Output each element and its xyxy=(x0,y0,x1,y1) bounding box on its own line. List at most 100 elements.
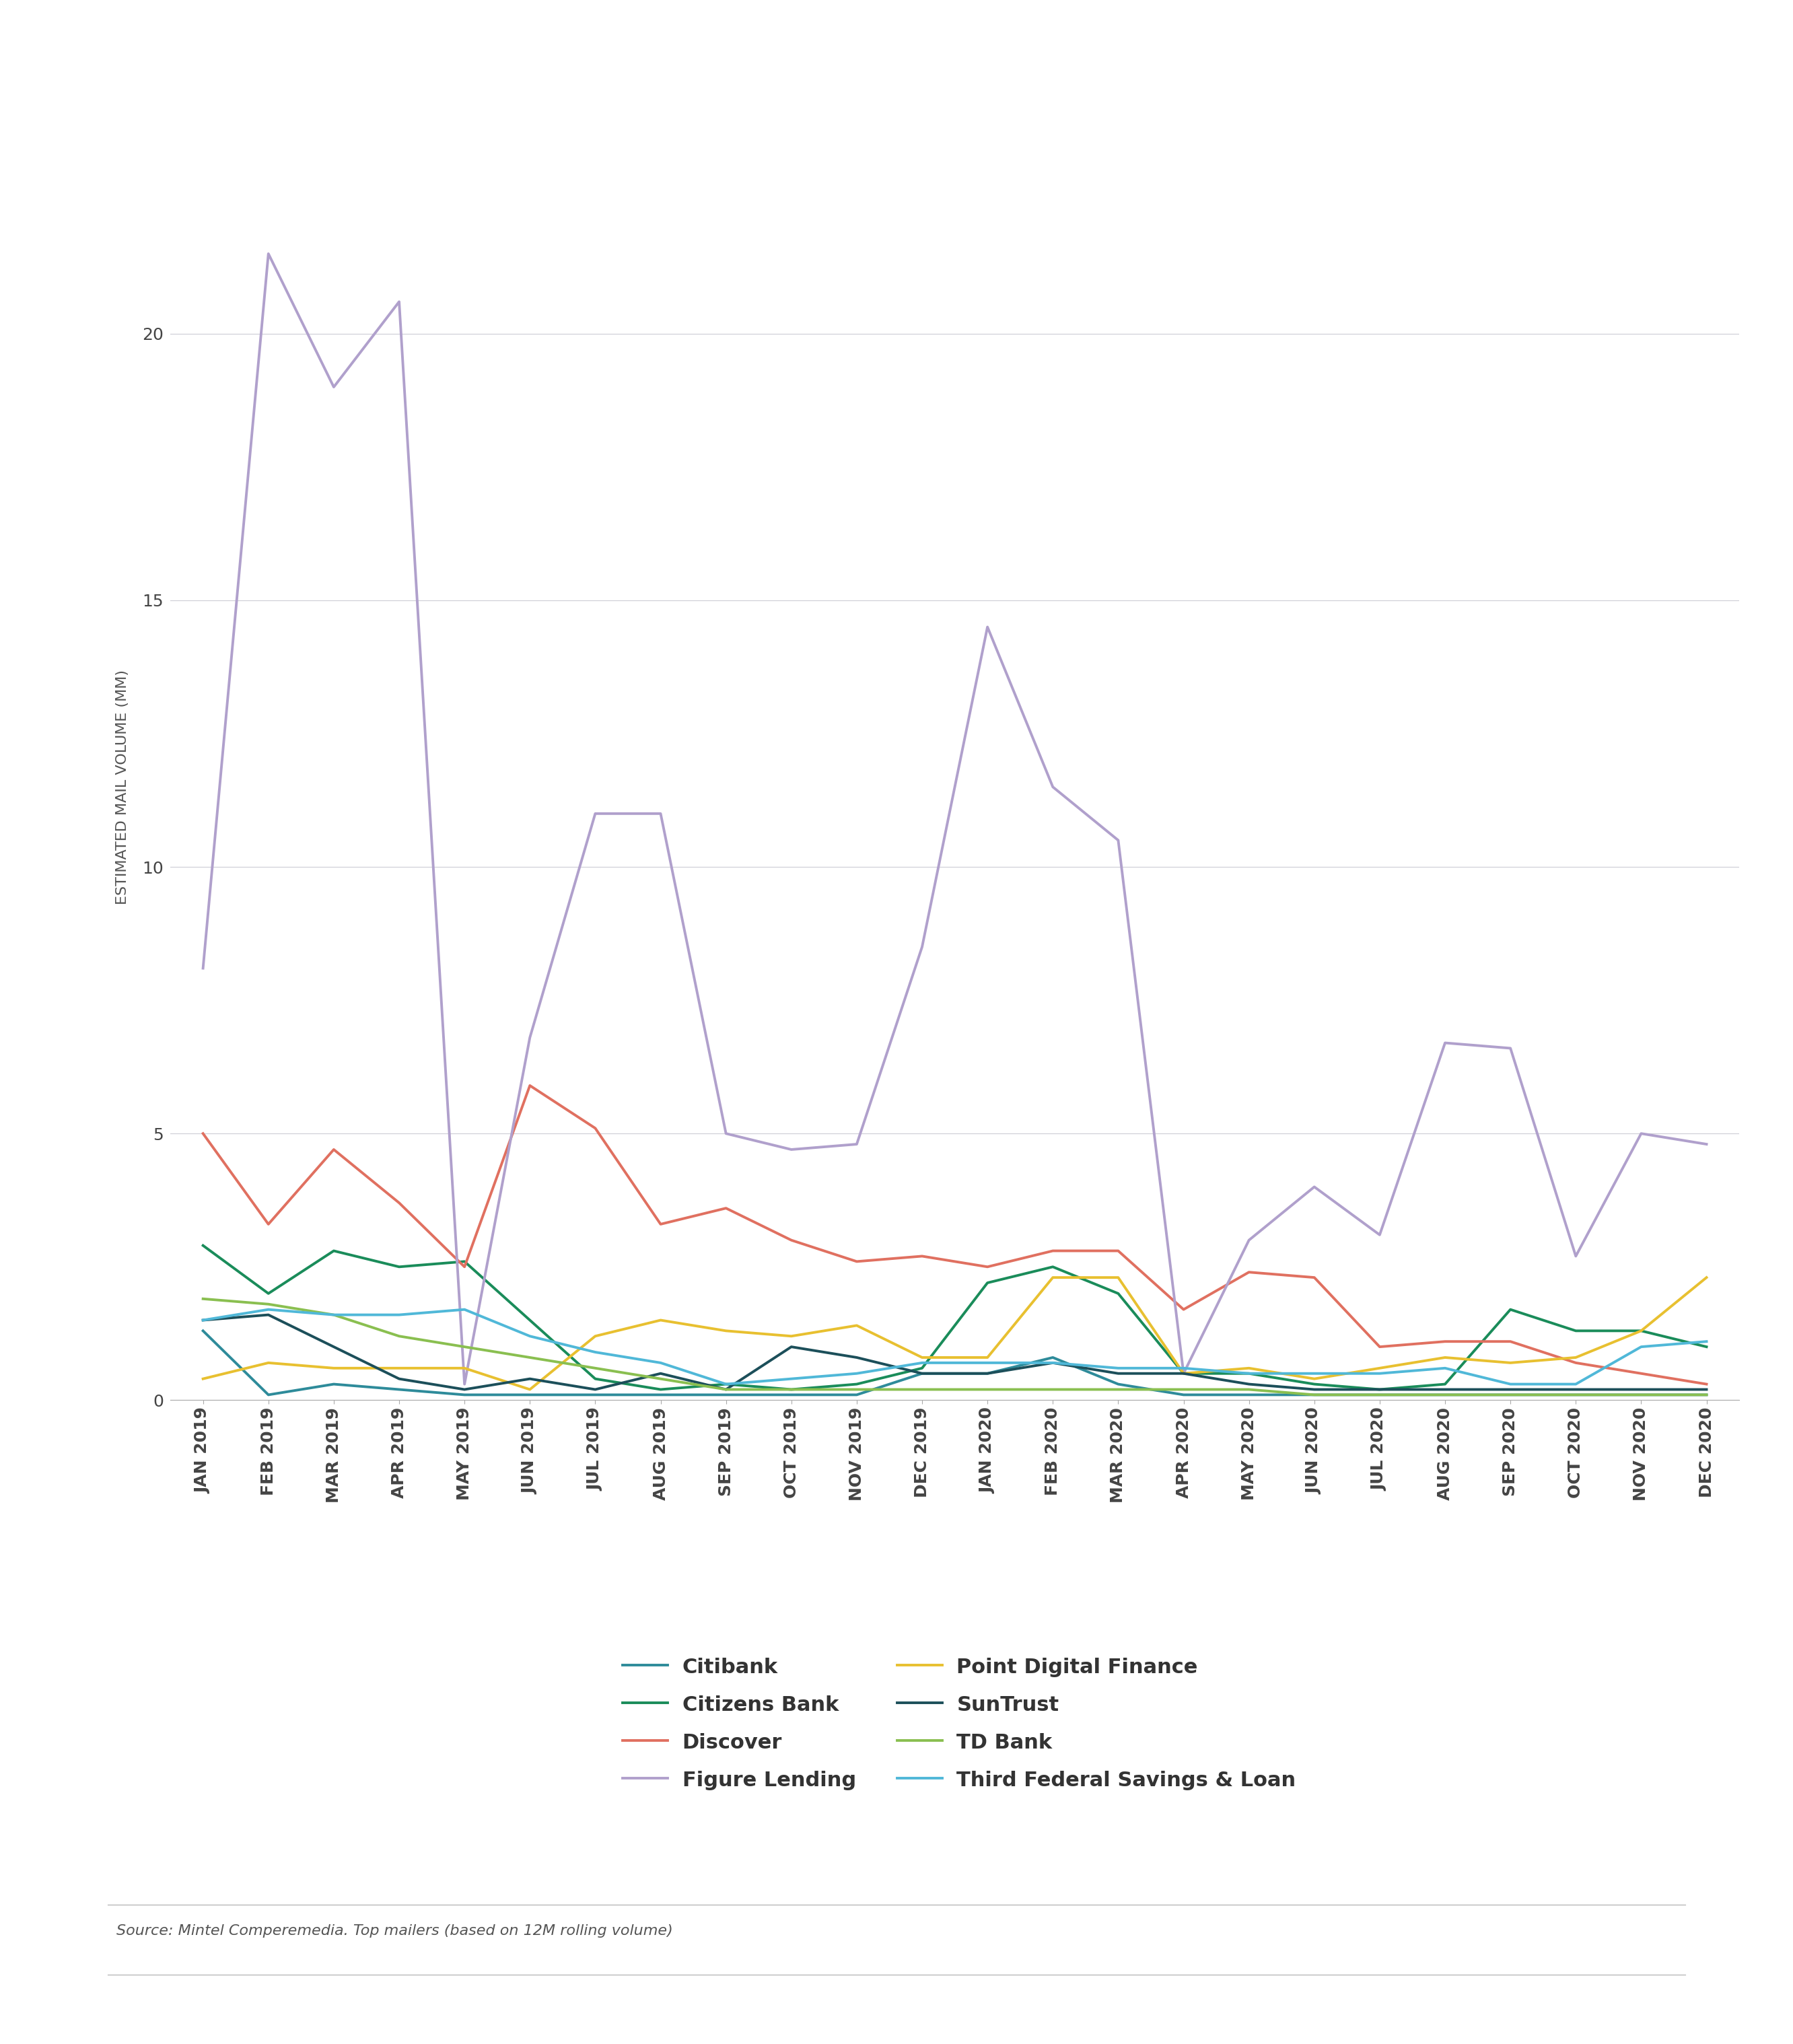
Figure Lending xyxy=(454,1372,475,1396)
Third Federal Savings & Loan xyxy=(1499,1372,1520,1396)
Figure Lending xyxy=(1304,1175,1325,1200)
Citizens Bank xyxy=(1434,1372,1456,1396)
Figure Lending xyxy=(977,615,999,640)
Third Federal Savings & Loan xyxy=(977,1351,999,1376)
Citibank xyxy=(1368,1382,1390,1406)
Citibank xyxy=(911,1361,932,1386)
Discover xyxy=(585,1116,606,1141)
Citizens Bank xyxy=(715,1372,737,1396)
TD Bank xyxy=(780,1378,801,1402)
Third Federal Savings & Loan xyxy=(1630,1335,1651,1359)
Discover xyxy=(1304,1265,1325,1290)
Citibank xyxy=(1042,1345,1063,1369)
Citizens Bank xyxy=(1368,1378,1390,1402)
TD Bank xyxy=(715,1378,737,1402)
TD Bank xyxy=(1434,1382,1456,1406)
Line: Citibank: Citibank xyxy=(203,1331,1707,1394)
Discover xyxy=(258,1212,280,1237)
Citibank xyxy=(846,1382,868,1406)
Citibank xyxy=(1173,1382,1194,1406)
Third Federal Savings & Loan xyxy=(1565,1372,1587,1396)
TD Bank xyxy=(649,1367,671,1392)
Third Federal Savings & Loan xyxy=(1304,1361,1325,1386)
Citizens Bank xyxy=(520,1308,541,1333)
Point Digital Finance xyxy=(1630,1318,1651,1343)
TD Bank xyxy=(1108,1378,1130,1402)
Third Federal Savings & Loan xyxy=(1239,1361,1260,1386)
Figure Lending xyxy=(1239,1228,1260,1253)
Discover xyxy=(1239,1259,1260,1284)
Figure Lending xyxy=(1630,1122,1651,1147)
Citizens Bank xyxy=(1304,1372,1325,1396)
Citizens Bank xyxy=(977,1271,999,1296)
Citizens Bank xyxy=(192,1233,213,1257)
Citibank xyxy=(1108,1372,1130,1396)
Figure Lending xyxy=(1173,1361,1194,1386)
Third Federal Savings & Loan xyxy=(323,1302,344,1327)
Point Digital Finance xyxy=(1304,1367,1325,1392)
Point Digital Finance xyxy=(1499,1351,1520,1376)
Citizens Bank xyxy=(1696,1335,1718,1359)
Third Federal Savings & Loan xyxy=(1368,1361,1390,1386)
Discover xyxy=(192,1122,213,1147)
Discover xyxy=(649,1212,671,1237)
Point Digital Finance xyxy=(1696,1265,1718,1290)
Citibank xyxy=(192,1318,213,1343)
SunTrust xyxy=(389,1367,411,1392)
SunTrust xyxy=(192,1308,213,1333)
Discover xyxy=(454,1255,475,1280)
Point Digital Finance xyxy=(715,1318,737,1343)
Third Federal Savings & Loan xyxy=(454,1298,475,1322)
Discover xyxy=(1565,1351,1587,1376)
TD Bank xyxy=(323,1302,344,1327)
Third Federal Savings & Loan xyxy=(1042,1351,1063,1376)
Figure Lending xyxy=(520,1026,541,1051)
Citibank xyxy=(780,1382,801,1406)
TD Bank xyxy=(1042,1378,1063,1402)
Discover xyxy=(389,1190,411,1214)
Citibank xyxy=(1630,1382,1651,1406)
SunTrust xyxy=(1042,1351,1063,1376)
Citizens Bank xyxy=(258,1282,280,1306)
Point Digital Finance xyxy=(911,1345,932,1369)
Figure Lending xyxy=(323,374,344,399)
Point Digital Finance xyxy=(454,1355,475,1380)
Point Digital Finance xyxy=(1173,1361,1194,1386)
Third Federal Savings & Loan xyxy=(715,1372,737,1396)
Line: Discover: Discover xyxy=(203,1085,1707,1384)
SunTrust xyxy=(323,1335,344,1359)
Figure Lending xyxy=(649,801,671,826)
Discover xyxy=(1173,1298,1194,1322)
Third Federal Savings & Loan xyxy=(846,1361,868,1386)
Discover xyxy=(1108,1239,1130,1263)
Line: SunTrust: SunTrust xyxy=(203,1314,1707,1390)
SunTrust xyxy=(846,1345,868,1369)
Figure Lending xyxy=(192,957,213,981)
SunTrust xyxy=(1630,1378,1651,1402)
SunTrust xyxy=(1696,1378,1718,1402)
Point Digital Finance xyxy=(1368,1355,1390,1380)
Discover xyxy=(323,1136,344,1161)
Point Digital Finance xyxy=(389,1355,411,1380)
Citibank xyxy=(715,1382,737,1406)
TD Bank xyxy=(258,1292,280,1316)
Citizens Bank xyxy=(1042,1255,1063,1280)
Figure Lending xyxy=(1499,1036,1520,1061)
Third Federal Savings & Loan xyxy=(585,1341,606,1365)
Point Digital Finance xyxy=(192,1367,213,1392)
SunTrust xyxy=(1304,1378,1325,1402)
Point Digital Finance xyxy=(846,1312,868,1337)
Discover xyxy=(520,1073,541,1098)
SunTrust xyxy=(454,1378,475,1402)
Citibank xyxy=(585,1382,606,1406)
TD Bank xyxy=(846,1378,868,1402)
Third Federal Savings & Loan xyxy=(389,1302,411,1327)
TD Bank xyxy=(454,1335,475,1359)
Discover xyxy=(1696,1372,1718,1396)
Discover xyxy=(1499,1329,1520,1353)
Y-axis label: ESTIMATED MAIL VOLUME (MM): ESTIMATED MAIL VOLUME (MM) xyxy=(117,670,129,903)
Third Federal Savings & Loan xyxy=(1434,1355,1456,1380)
Third Federal Savings & Loan xyxy=(780,1367,801,1392)
Figure Lending xyxy=(1042,775,1063,799)
Citibank xyxy=(977,1361,999,1386)
